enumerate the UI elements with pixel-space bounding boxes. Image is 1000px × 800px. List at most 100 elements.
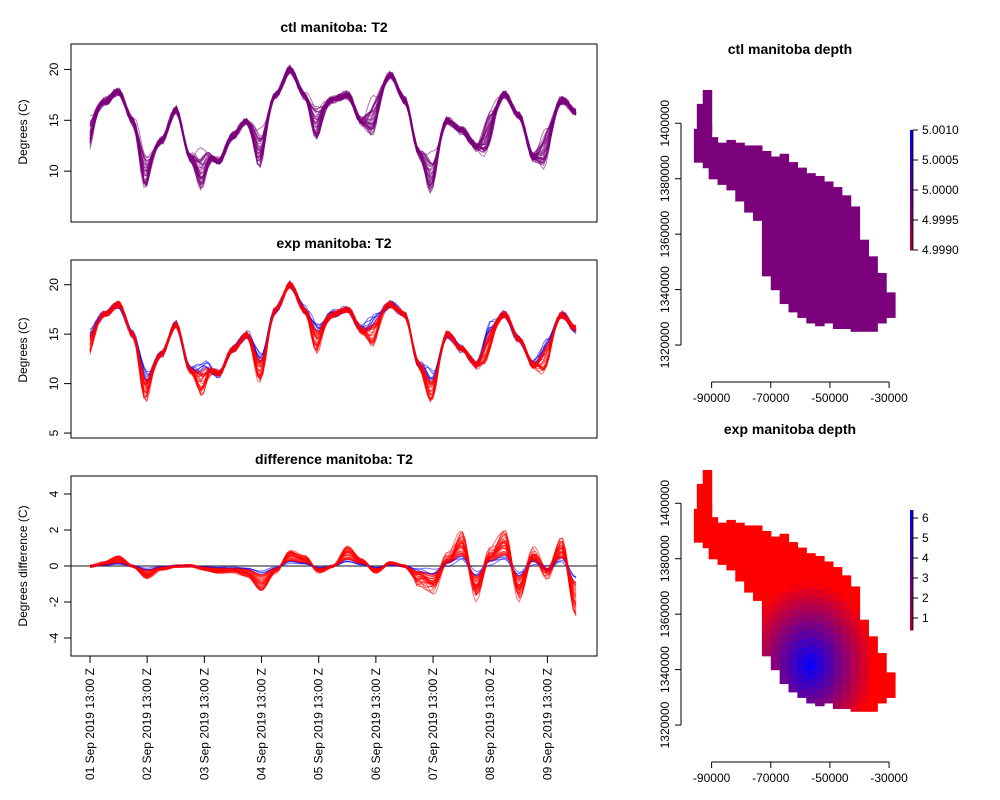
depth-cell: [877, 272, 887, 282]
ytick-label: 1320000: [658, 701, 672, 748]
depth-cell: [877, 281, 887, 291]
depth-cell: [841, 675, 852, 685]
depth-cell: [806, 264, 816, 274]
depth-cell: [806, 272, 816, 282]
depth-cell: [815, 622, 825, 632]
legend-segment: [910, 139, 913, 143]
depth-cell: [806, 181, 816, 191]
depth-cell: [744, 195, 754, 205]
ytick-label: 20: [47, 62, 61, 76]
depth-cell: [815, 267, 825, 277]
depth-cell: [761, 267, 772, 277]
depth-cell: [815, 184, 825, 194]
exp-t2-yaxis: 5 10 15 20: [47, 278, 71, 436]
legend-segment: [910, 588, 913, 592]
xtick-label: -70000: [752, 391, 790, 405]
depth-cell: [806, 619, 816, 629]
depth-cell: [824, 314, 834, 324]
depth-cell: [832, 220, 843, 230]
ctl-t2-panel: ctl manitoba: T2 Degrees (C) 10 15 20: [16, 19, 598, 223]
depth-cell: [770, 644, 781, 654]
depth-cell: [735, 522, 745, 532]
depth-cell: [702, 159, 713, 169]
depth-cell: [815, 317, 825, 327]
legend-segment: [910, 594, 913, 598]
legend-segment: [910, 549, 913, 553]
depth-cell: [779, 650, 790, 660]
depth-cell: [770, 164, 781, 174]
depth-cell: [696, 112, 707, 122]
depth-cell: [797, 292, 807, 302]
depth-cell: [859, 281, 869, 291]
depth-cell: [735, 564, 745, 574]
depth-cell: [761, 150, 772, 160]
legend-segment: [910, 193, 913, 197]
depth-cell: [693, 508, 704, 518]
depth-cell: [770, 586, 781, 596]
legend-segment: [910, 187, 913, 191]
depth-cell: [868, 322, 878, 332]
legend-segment: [910, 609, 913, 613]
depth-cell: [726, 544, 736, 554]
depth-cell: [770, 578, 781, 588]
legend-segment: [910, 543, 913, 547]
depth-cell: [779, 550, 790, 560]
depth-cell: [779, 203, 790, 213]
depth-cell: [702, 539, 713, 549]
exp-t2-ylabel: Degrees (C): [16, 317, 30, 382]
legend-label: 4.9995: [922, 213, 959, 227]
xtick-label: -30000: [870, 771, 908, 785]
depth-cell: [806, 686, 816, 696]
depth-cell: [693, 525, 704, 535]
depth-cell: [859, 628, 869, 637]
exp-depth-legend: 6 5 4 3 2 1: [910, 510, 929, 631]
depth-cell: [841, 683, 852, 693]
depth-cell: [832, 203, 843, 213]
legend-segment: [910, 217, 913, 221]
depth-cell: [702, 90, 713, 99]
depth-cell: [886, 680, 896, 690]
exp-t2-title: exp manitoba: T2: [276, 235, 391, 251]
depth-cell: [841, 320, 852, 330]
depth-cell: [824, 306, 834, 316]
depth-cell: [841, 253, 852, 263]
depth-cell: [770, 611, 781, 621]
depth-cell: [850, 636, 861, 646]
legend-label: 5.0000: [922, 183, 959, 197]
depth-cell: [832, 608, 843, 618]
depth-cell: [832, 658, 843, 668]
depth-cell: [761, 597, 772, 607]
depth-cell: [815, 697, 825, 707]
depth-cell: [770, 628, 781, 637]
depth-cell: [797, 672, 807, 682]
legend-segment: [910, 597, 913, 601]
legend-segment: [910, 154, 913, 158]
depth-cell: [850, 214, 861, 224]
depth-cell: [753, 187, 763, 196]
depth-cell: [859, 677, 869, 687]
depth-cell: [761, 564, 772, 574]
depth-cell: [824, 628, 834, 637]
depth-cell: [770, 561, 781, 571]
depth-cell: [770, 536, 781, 546]
xtick-label: 01 Sep 2019 13:00 Z: [83, 668, 97, 780]
depth-cell: [832, 320, 843, 330]
depth-cell: [788, 245, 798, 255]
depth-cell: [832, 600, 843, 610]
depth-cell: [779, 625, 790, 635]
depth-cell: [753, 203, 763, 213]
depth-cell: [832, 245, 843, 255]
depth-cell: [797, 622, 807, 632]
depth-cell: [815, 275, 825, 285]
depth-cell: [753, 558, 763, 568]
diff-t2-ylabel: Degrees difference (C): [16, 505, 30, 626]
legend-label: 2: [922, 591, 929, 605]
depth-cell: [850, 686, 861, 696]
depth-cell: [877, 306, 887, 316]
depth-cell: [850, 628, 861, 637]
depth-cell: [832, 295, 843, 305]
depth-cell: [841, 211, 852, 221]
ytick-label: 15: [47, 113, 61, 127]
depth-cell: [841, 261, 852, 271]
legend-segment: [910, 540, 913, 544]
